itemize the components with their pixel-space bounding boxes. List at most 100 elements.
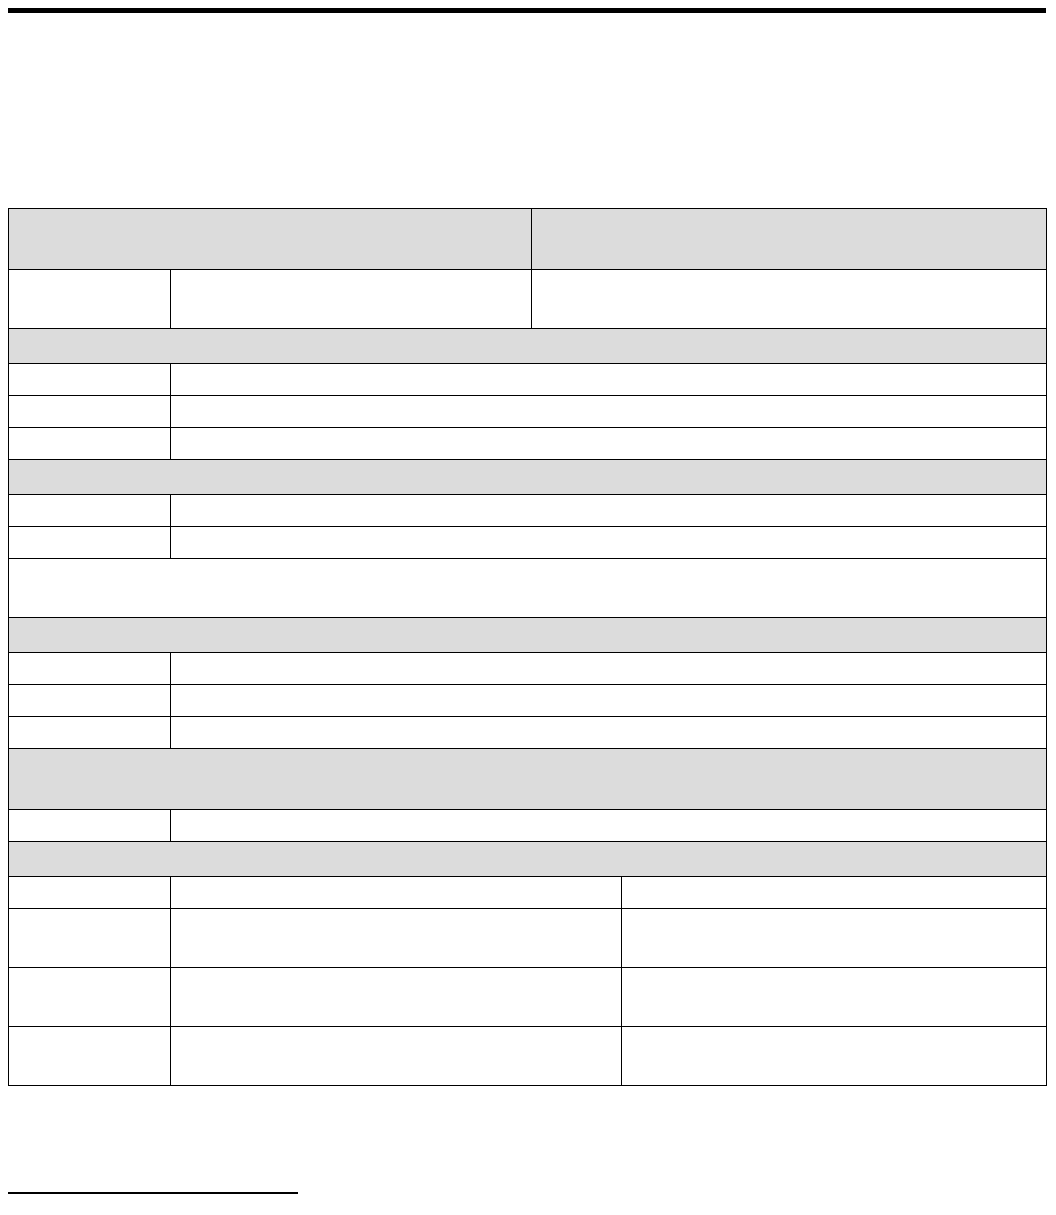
row-value-cell: [170, 363, 1047, 396]
row-label-cell: [8, 269, 171, 329]
row-value-cell: [170, 1026, 622, 1086]
table-row: [8, 967, 1047, 1027]
table-row: [8, 652, 1047, 685]
cell-label: [9, 810, 170, 831]
row-value-cell: [170, 427, 1047, 460]
row-value-cell: [170, 269, 532, 329]
section-band-cell: [8, 328, 1047, 364]
cell-label: [9, 909, 170, 930]
row-label-cell: [8, 967, 171, 1027]
table-row: [8, 684, 1047, 717]
cell-label: [9, 1027, 170, 1048]
row-value-cell: [170, 526, 1047, 559]
cell-value: [171, 495, 1046, 516]
cell-value: [9, 329, 1046, 350]
row-value-cell: [531, 269, 1047, 329]
table-row: [8, 716, 1047, 749]
cell-value: [171, 270, 531, 291]
table-row: [8, 208, 1047, 270]
row-value-cell: [170, 652, 1047, 685]
cell-value: [9, 460, 1046, 481]
table-row: [8, 494, 1047, 527]
cell-label: [9, 877, 170, 898]
table-row: [8, 908, 1047, 968]
cell-value: [622, 968, 1046, 989]
cell-value: [9, 559, 1046, 580]
cell-label: [9, 396, 170, 417]
section-band-cell: [8, 748, 1047, 810]
row-label-cell: [8, 809, 171, 842]
row-label-cell: [8, 526, 171, 559]
table-row: [8, 363, 1047, 396]
row-value-cell: [621, 967, 1047, 1027]
table-row: [8, 526, 1047, 559]
cell-value: [9, 209, 531, 230]
cell-value: [171, 968, 621, 989]
row-label-cell: [8, 684, 171, 717]
cell-value: [171, 653, 1046, 674]
table-row: [8, 809, 1047, 842]
cell-value: [622, 1027, 1046, 1048]
cell-value: [171, 428, 1046, 449]
cell-value: [171, 717, 1046, 738]
cell-label: [9, 717, 170, 738]
row-value-cell: [170, 809, 1047, 842]
row-fullwidth-cell: [8, 558, 1047, 618]
row-value-cell: [621, 876, 1047, 909]
cell-value: [9, 749, 1046, 770]
header-rule: [8, 8, 1046, 13]
cell-label: [9, 653, 170, 674]
row-value-cell: [170, 494, 1047, 527]
cell-value: [171, 364, 1046, 385]
cell-value: [171, 396, 1046, 417]
cell-value: [171, 810, 1046, 831]
cell-value: [171, 909, 621, 930]
row-label-cell: [8, 908, 171, 968]
section-band-cell: [8, 459, 1047, 495]
cell-value: [9, 618, 1046, 639]
cell-label: [9, 270, 170, 291]
cell-label: [9, 364, 170, 385]
table-row: [8, 558, 1047, 618]
table-row: [8, 427, 1047, 460]
row-label-cell: [8, 427, 171, 460]
row-value-cell: [621, 1026, 1047, 1086]
cell-label: [9, 428, 170, 449]
cell-value: [171, 877, 621, 898]
row-label-cell: [8, 876, 171, 909]
row-value-cell: [170, 967, 622, 1027]
cell-label: [9, 527, 170, 548]
table-row: [8, 876, 1047, 909]
table-row: [8, 841, 1047, 877]
cell-value: [532, 270, 1046, 291]
table-row: [8, 328, 1047, 364]
cell-value: [171, 1027, 621, 1048]
cell-value: [622, 877, 1046, 898]
cell-value: [171, 527, 1046, 548]
row-value-cell: [170, 716, 1047, 749]
row-label-cell: [8, 395, 171, 428]
cell-label: [9, 685, 170, 706]
row-label-cell: [8, 494, 171, 527]
row-label-cell: [8, 716, 171, 749]
row-label-cell: [8, 1026, 171, 1086]
cell-value: [171, 685, 1046, 706]
table-row: [8, 269, 1047, 329]
cell-label: [9, 968, 170, 989]
cell-label: [9, 495, 170, 516]
section-band-cell: [8, 208, 532, 270]
row-value-cell: [170, 876, 622, 909]
row-label-cell: [8, 652, 171, 685]
section-band-cell: [531, 208, 1047, 270]
footnote-separator: [8, 1192, 298, 1194]
form-table: [8, 208, 1047, 1086]
row-label-cell: [8, 363, 171, 396]
table-row: [8, 1026, 1047, 1086]
table-row: [8, 617, 1047, 653]
section-band-cell: [8, 617, 1047, 653]
table-row: [8, 459, 1047, 495]
cell-value: [532, 209, 1046, 230]
table-row: [8, 395, 1047, 428]
row-value-cell: [170, 684, 1047, 717]
